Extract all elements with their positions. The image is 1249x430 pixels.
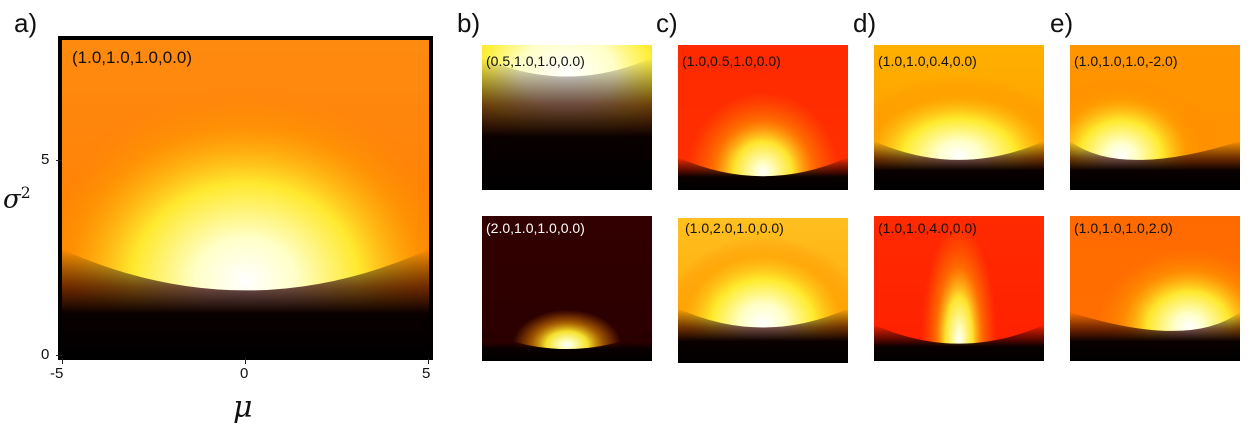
heatmap-dark-floor xyxy=(678,308,848,363)
x-tick xyxy=(62,358,63,364)
x-tick-label: -5 xyxy=(50,365,64,382)
heatmap-surface xyxy=(1070,216,1240,361)
heatmap-dark-floor xyxy=(874,324,1044,361)
panel-letter-d: d) xyxy=(853,8,877,38)
heatmap-peak-glow xyxy=(678,45,848,190)
heatmap-surface xyxy=(678,218,848,363)
y-tick xyxy=(56,160,62,161)
heatmap-c-top xyxy=(678,45,848,190)
heatmap-label: (1.0,1.0,1.0,2.0) xyxy=(1074,220,1173,236)
heatmap-dark-floor xyxy=(874,141,1044,190)
heatmap-surface xyxy=(62,40,429,356)
heatmap-label: (2.0,1.0,1.0,0.0) xyxy=(486,220,585,236)
panel-letter-b: b) xyxy=(457,8,481,38)
heatmap-label: (1.0,2.0,1.0,0.0) xyxy=(685,220,784,236)
x-tick xyxy=(428,358,429,364)
heatmap-dark-floor xyxy=(62,249,429,356)
heatmap-dark-floor xyxy=(1070,141,1240,190)
heatmap-dark-floor xyxy=(482,57,652,190)
heatmap-surface xyxy=(874,45,1044,190)
heatmap-dark-floor xyxy=(482,330,652,361)
heatmap-label: (0.5,1.0,1.0,0.0) xyxy=(486,53,585,69)
heatmap-c-bottom xyxy=(678,218,848,363)
heatmap-b-bottom xyxy=(482,216,652,361)
y-axis-title: σ2 xyxy=(3,184,31,215)
heatmap-surface xyxy=(482,216,652,361)
heatmap-label: (1.0,1.0,0.4,0.0) xyxy=(878,53,977,69)
x-axis-title: μ xyxy=(233,390,253,425)
heatmap-d-bottom xyxy=(874,216,1044,361)
heatmap-dark-floor xyxy=(1070,312,1240,361)
heatmap-label: (1.0,1.0,4.0,0.0) xyxy=(878,220,977,236)
x-tick-label: 0 xyxy=(240,365,249,382)
heatmap-label: (1.0,1.0,1.0,-2.0) xyxy=(1074,53,1178,69)
x-tick xyxy=(245,358,246,364)
heatmap-e-bottom xyxy=(1070,216,1240,361)
y-tick-label: 0 xyxy=(41,346,50,363)
y-tick xyxy=(56,355,62,356)
heatmap-label: (1.0,0.5,1.0,0.0) xyxy=(682,53,781,69)
heatmap-surface xyxy=(874,216,1044,361)
panel-letter-a: a) xyxy=(14,8,38,38)
heatmap-surface xyxy=(678,45,848,190)
heatmap-peak-glow xyxy=(482,216,652,361)
panel-letter-c: c) xyxy=(656,8,678,38)
heatmap-label: (1.0,1.0,1.0,0.0) xyxy=(72,48,193,67)
panel-letter-e: e) xyxy=(1050,8,1074,38)
heatmap-e-top xyxy=(1070,45,1240,190)
heatmap-main xyxy=(62,40,429,356)
heatmap-surface xyxy=(1070,45,1240,190)
heatmap-surface xyxy=(482,45,652,190)
heatmap-b-top xyxy=(482,45,652,190)
y-tick-label: 5 xyxy=(41,151,50,168)
heatmap-d-top xyxy=(874,45,1044,190)
x-tick-label: 5 xyxy=(422,365,431,382)
heatmap-dark-floor xyxy=(678,157,848,190)
